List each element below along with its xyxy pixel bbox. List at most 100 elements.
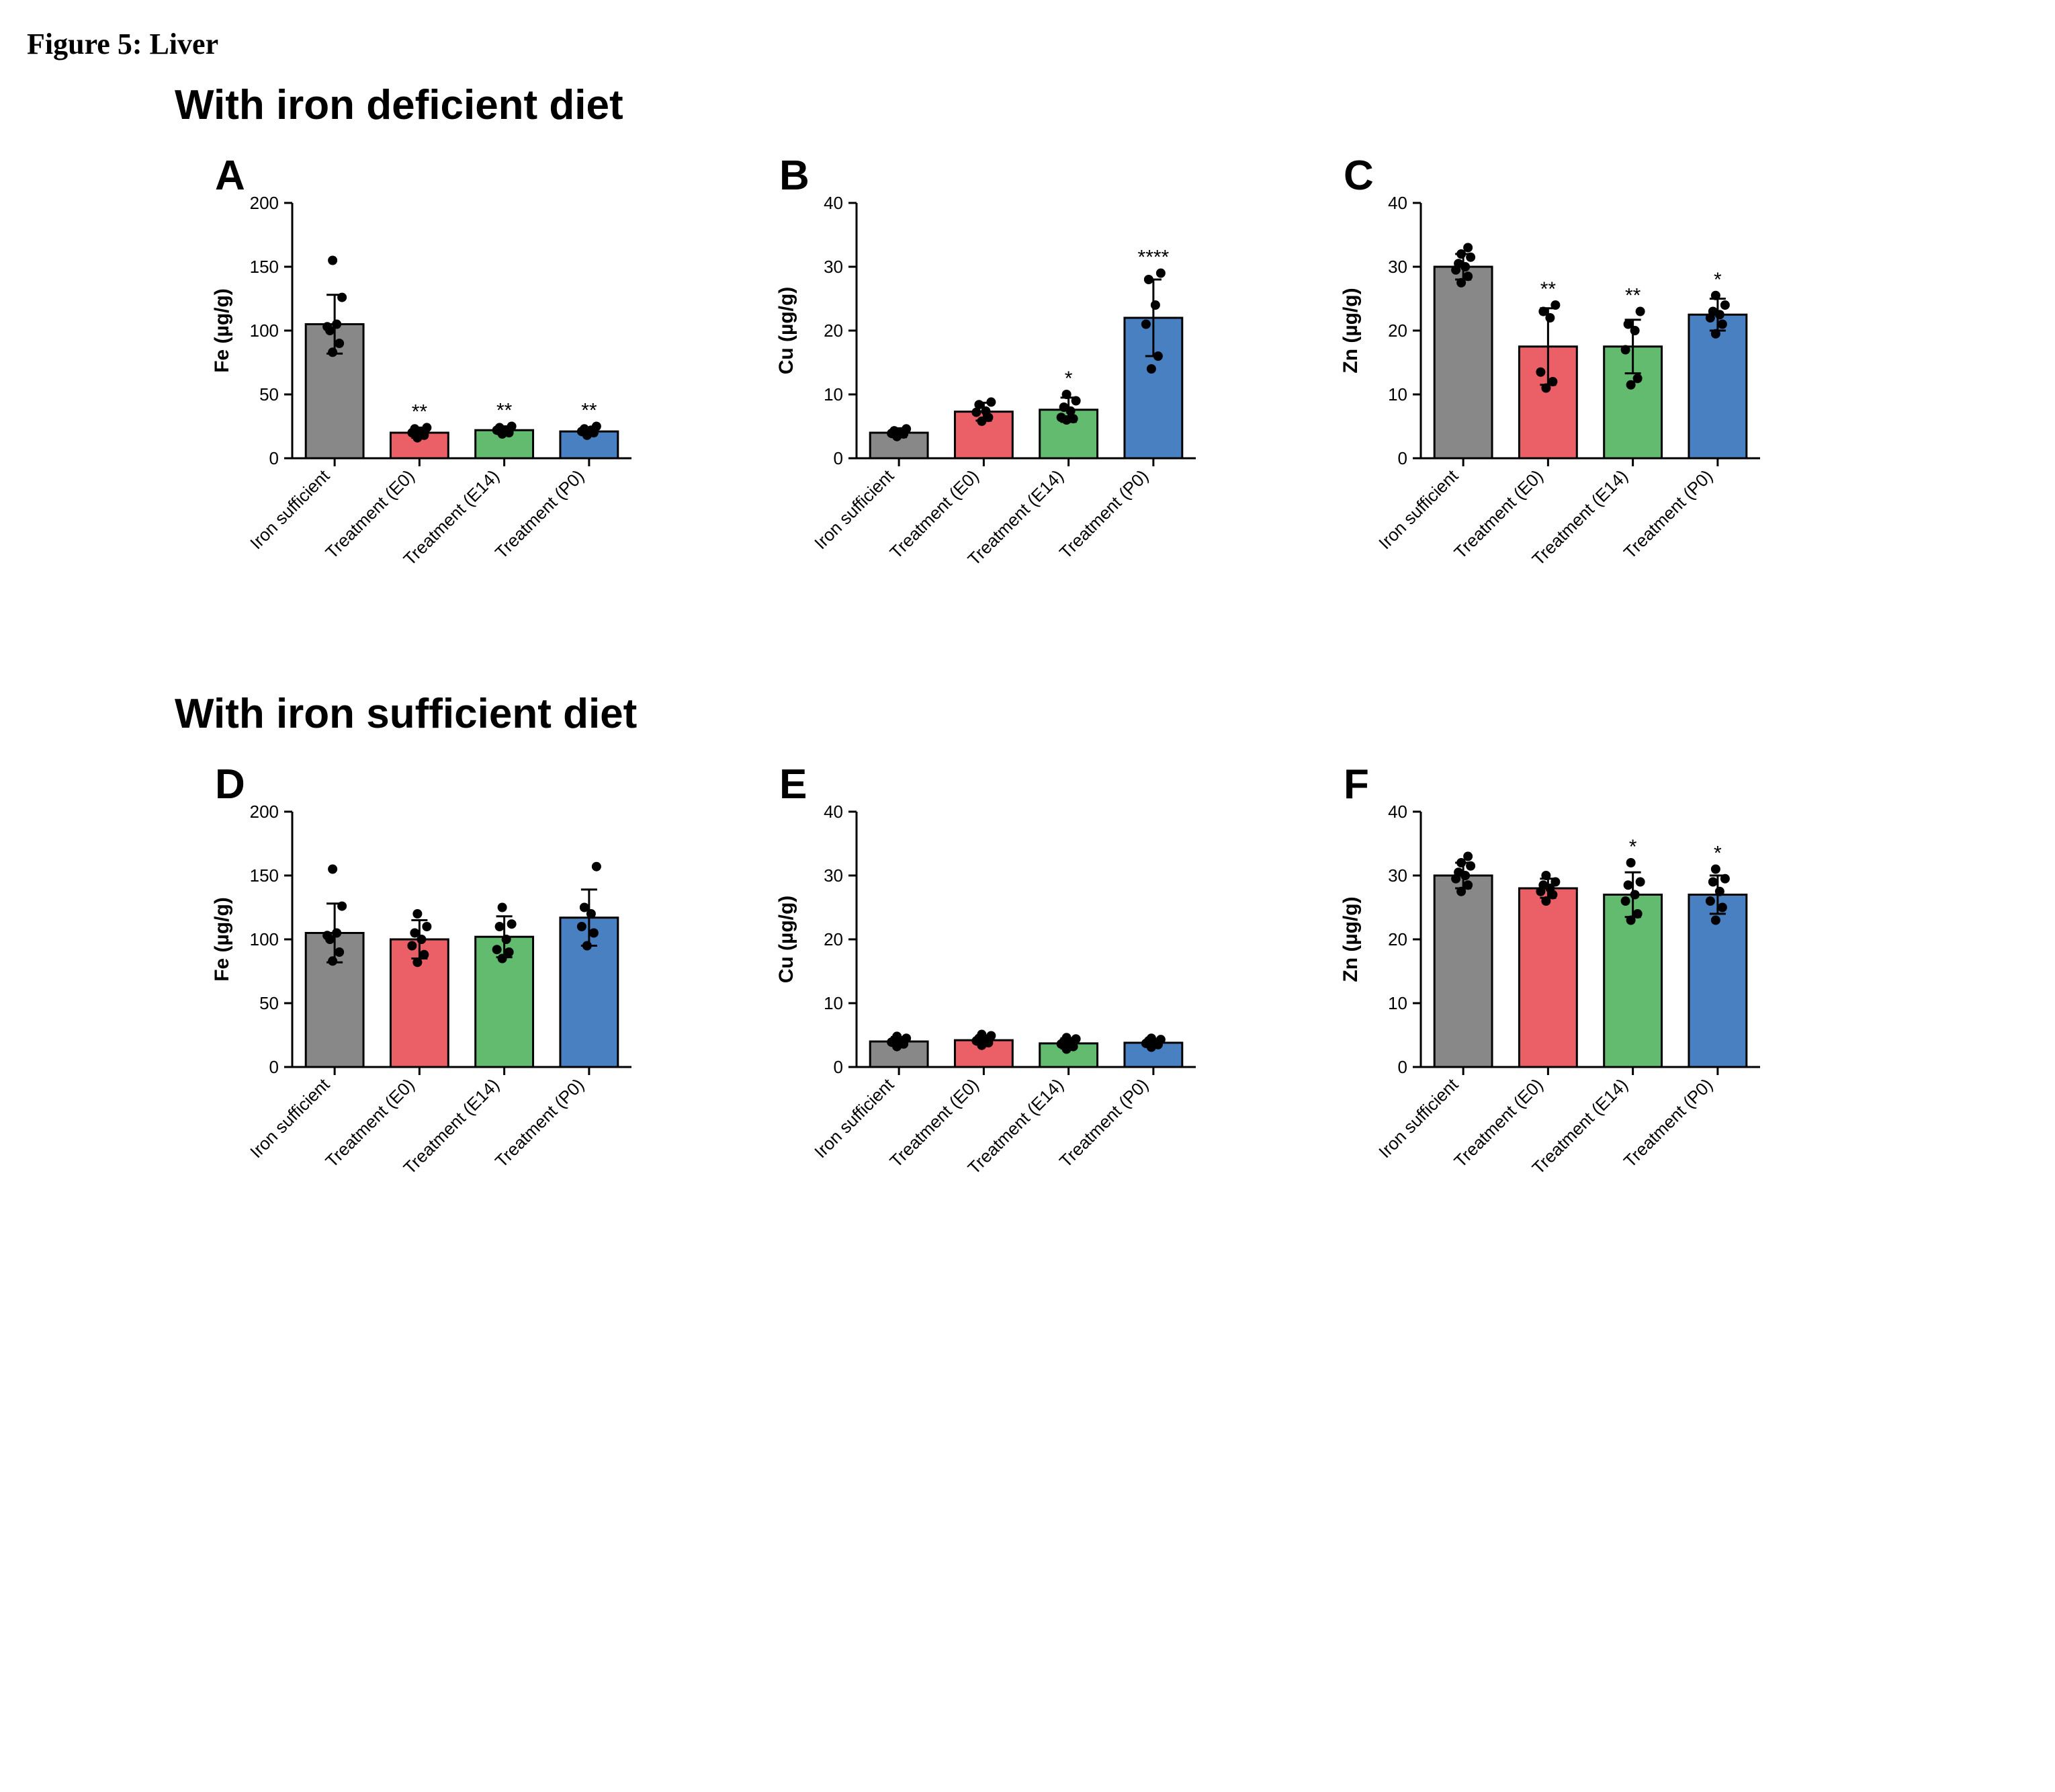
significance-marker: * [1629,836,1637,858]
x-category-label: Treatment (P0) [491,1074,588,1171]
data-point [1538,307,1548,316]
data-point [1550,878,1560,887]
data-point [974,400,983,409]
data-point [407,941,417,951]
y-tick-label: 100 [250,321,279,341]
y-tick-label: 150 [250,257,279,277]
significance-marker: **** [1138,247,1170,269]
data-point [1636,878,1645,887]
data-point [1621,896,1630,906]
x-category-label: Iron sufficient [1374,465,1462,553]
y-tick-label: 30 [1388,865,1407,886]
x-category-label: Treatment (P0) [1055,1074,1152,1171]
chart-panel: D050100150200Fe (µg/g)Iron sufficientTre… [175,758,699,1272]
x-category-label: Iron sufficient [246,465,334,553]
data-point [902,424,911,433]
x-category-label: Treatment (E0) [885,1074,982,1171]
data-point [1720,874,1730,884]
chart-svg: F010203040Zn (µg/g)Iron sufficientTreatm… [1303,758,1827,1269]
x-category-label: Treatment (E0) [321,466,418,562]
x-category-label: Treatment (E0) [885,466,982,562]
data-point [1454,867,1463,877]
y-tick-label: 20 [824,929,843,949]
y-tick-label: 150 [250,865,279,886]
significance-marker: * [1065,368,1073,390]
data-point [328,347,337,357]
data-point [410,929,419,938]
data-point [1144,275,1153,284]
chart-svg: B010203040Cu (µg/g)Iron sufficientTreatm… [739,149,1263,660]
y-tick-label: 40 [824,193,843,213]
data-point [492,945,502,954]
data-point [1720,300,1730,310]
data-point [1624,880,1633,890]
chart-row-1: A050100150200Fe (µg/g)Iron sufficient**T… [175,149,2028,663]
y-tick-label: 0 [269,1057,279,1077]
data-point [1706,896,1715,906]
data-point [580,903,589,912]
data-point [1715,887,1724,896]
data-point [412,909,422,919]
data-point [1711,916,1720,925]
data-point [1633,909,1643,919]
x-category-label: Treatment (P0) [1620,1074,1716,1171]
y-tick-label: 10 [824,993,843,1013]
chart-panel: E010203040Cu (µg/g)Iron sufficientTreatm… [739,758,1263,1272]
panel-letter: D [215,761,245,808]
chart-panel: F010203040Zn (µg/g)Iron sufficientTreatm… [1303,758,1827,1272]
chart-row-2: D050100150200Fe (µg/g)Iron sufficientTre… [175,758,2028,1272]
data-point [412,957,422,967]
chart-panel: B010203040Cu (µg/g)Iron sufficientTreatm… [739,149,1263,663]
data-point [1062,1033,1072,1042]
panel-letter: F [1344,761,1369,808]
data-point [502,935,511,944]
section-title-deficient: With iron deficient diet [175,81,2028,129]
data-point [1147,364,1156,374]
data-point [902,1033,911,1043]
bar [1519,888,1577,1067]
data-point [1147,1033,1156,1043]
y-tick-label: 30 [824,865,843,886]
x-category-label: Iron sufficient [810,1074,898,1162]
data-point [1633,374,1643,383]
y-tick-label: 10 [1388,993,1407,1013]
data-point [1711,329,1720,339]
y-tick-label: 0 [1398,448,1407,468]
significance-marker: ** [581,400,597,422]
data-point [1550,300,1560,310]
chart-svg: E010203040Cu (µg/g)Iron sufficientTreatm… [739,758,1263,1269]
significance-marker: * [1714,843,1722,865]
data-point [337,902,347,911]
data-point [1636,307,1645,316]
data-point [1548,377,1557,386]
data-point [580,424,589,433]
chart-svg: A050100150200Fe (µg/g)Iron sufficient**T… [175,149,699,660]
data-point [1538,880,1548,890]
data-point [507,919,517,929]
data-point [1059,402,1069,412]
significance-marker: ** [1540,278,1557,300]
data-point [325,935,335,944]
data-point [422,922,431,931]
section-title-sufficient: With iron sufficient diet [175,690,2028,738]
significance-marker: * [1714,269,1722,291]
y-tick-label: 100 [250,929,279,949]
data-point [1708,878,1718,887]
data-point [889,426,899,435]
data-point [1466,861,1475,871]
y-tick-label: 50 [259,993,279,1013]
data-point [1466,253,1475,262]
y-axis-label: Fe (µg/g) [211,288,233,373]
data-point [1153,351,1163,361]
data-point [986,397,996,407]
data-point [495,423,505,432]
significance-marker: ** [496,400,513,422]
panel-letter: E [779,761,807,808]
data-point [410,424,419,433]
data-point [1621,345,1630,355]
data-point [1454,259,1463,268]
y-tick-label: 20 [824,321,843,341]
data-point [1463,852,1473,861]
bar [1434,267,1492,458]
data-point [589,929,599,938]
